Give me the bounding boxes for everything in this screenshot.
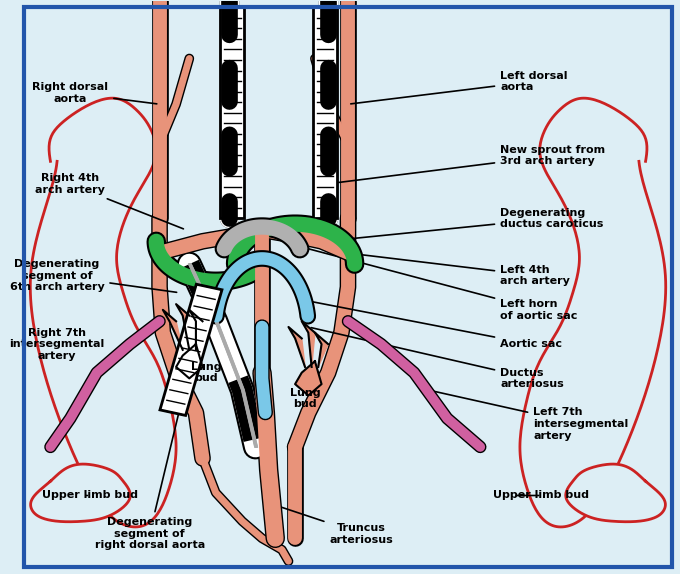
Polygon shape — [288, 327, 305, 367]
Text: Truncus
arteriosus: Truncus arteriosus — [275, 505, 393, 545]
Text: Right 4th
arch artery: Right 4th arch artery — [35, 173, 184, 229]
Polygon shape — [220, 7, 244, 219]
Text: Right dorsal
aorta: Right dorsal aorta — [32, 82, 157, 104]
Polygon shape — [189, 310, 203, 350]
Text: Left dorsal
aorta: Left dorsal aorta — [351, 71, 568, 104]
Text: Degenerating
segment of
6th arch artery: Degenerating segment of 6th arch artery — [10, 259, 177, 292]
Text: Lung
bud: Lung bud — [190, 362, 221, 383]
Text: Degenerating
segment of
right dorsal aorta: Degenerating segment of right dorsal aor… — [95, 358, 205, 550]
Polygon shape — [566, 464, 666, 521]
Text: Lung
bud: Lung bud — [290, 387, 320, 409]
Polygon shape — [31, 464, 130, 521]
Polygon shape — [176, 304, 189, 350]
Polygon shape — [163, 310, 183, 350]
Polygon shape — [315, 333, 328, 367]
Text: Right 7th
intersegmental
artery: Right 7th intersegmental artery — [10, 328, 117, 360]
Text: Aortic sac: Aortic sac — [298, 299, 562, 349]
Text: Ductus
arteriosus: Ductus arteriosus — [311, 328, 564, 389]
Polygon shape — [295, 361, 322, 395]
Polygon shape — [160, 284, 222, 416]
Polygon shape — [176, 344, 203, 378]
Text: Left 4th
arch artery: Left 4th arch artery — [347, 253, 570, 286]
Text: Degenerating
ductus caroticus: Degenerating ductus caroticus — [328, 208, 603, 241]
Polygon shape — [302, 321, 315, 367]
Text: Left horn
of aortic sac: Left horn of aortic sac — [305, 248, 577, 321]
Text: Upper limb bud: Upper limb bud — [42, 491, 138, 501]
Text: Left 7th
intersegmental
artery: Left 7th intersegmental artery — [430, 390, 628, 441]
Text: New sprout from
3rd arch artery: New sprout from 3rd arch artery — [328, 145, 605, 184]
Text: Upper limb bud: Upper limb bud — [494, 491, 590, 501]
Polygon shape — [313, 7, 337, 219]
